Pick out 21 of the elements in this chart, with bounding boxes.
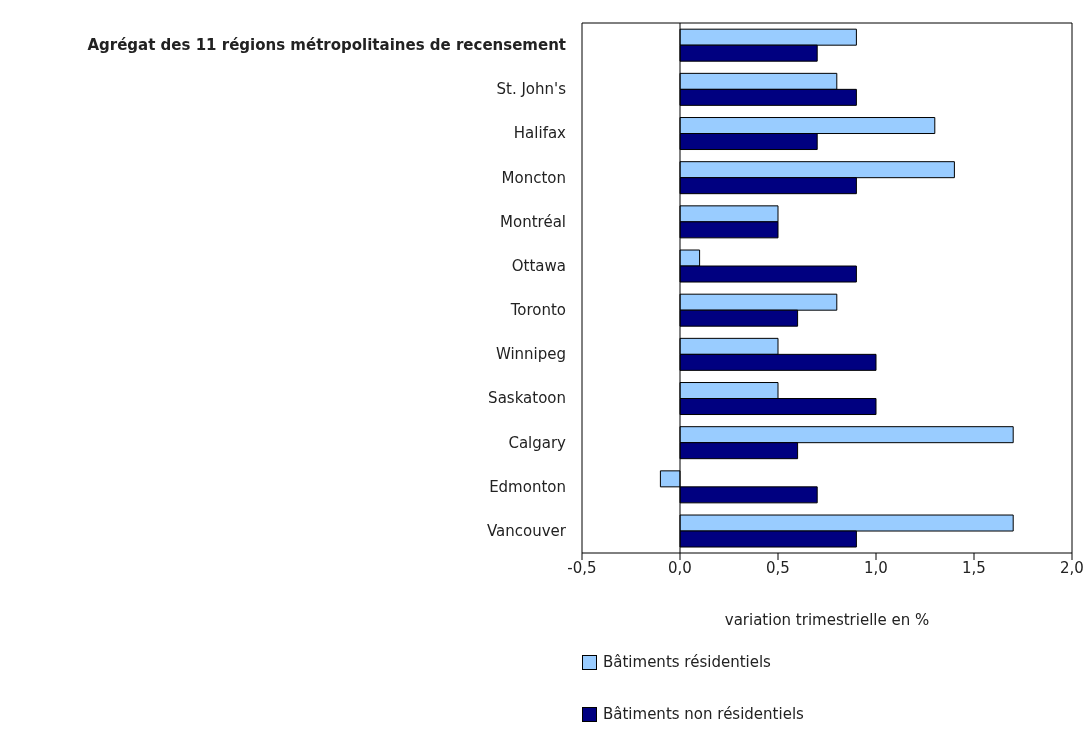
y-tick-label: Toronto bbox=[509, 301, 566, 320]
x-tick-label: -0,5 bbox=[567, 558, 597, 577]
y-tick-label: Edmonton bbox=[489, 477, 566, 496]
y-tick-label: Montréal bbox=[500, 212, 566, 231]
y-tick-label: Halifax bbox=[513, 124, 567, 143]
x-axis-title: variation trimestrielle en % bbox=[724, 611, 930, 629]
y-tick-label: Agrégat des 11 régions métropolitaines de recensement bbox=[87, 36, 566, 55]
x-tick-label: 0,0 bbox=[668, 558, 692, 577]
y-tick-label: Winnipeg bbox=[495, 345, 566, 364]
y-tick-label: Moncton bbox=[501, 168, 566, 187]
y-tick-label: Calgary bbox=[508, 433, 567, 452]
y-tick-label: St. John's bbox=[496, 80, 567, 99]
x-tick-label: 1,0 bbox=[864, 558, 888, 577]
y-tick-label: Vancouver bbox=[487, 521, 567, 540]
legend-label: Bâtiments non résidentiels bbox=[603, 705, 804, 723]
legend-label: Bâtiments résidentiels bbox=[603, 653, 771, 671]
y-tick-label: Ottawa bbox=[511, 256, 566, 275]
x-tick-label: 2,0 bbox=[1060, 558, 1084, 577]
x-tick-label: 0,5 bbox=[766, 558, 790, 577]
x-tick-label: 1,5 bbox=[962, 558, 986, 577]
y-tick-label: Saskatoon bbox=[488, 389, 566, 408]
